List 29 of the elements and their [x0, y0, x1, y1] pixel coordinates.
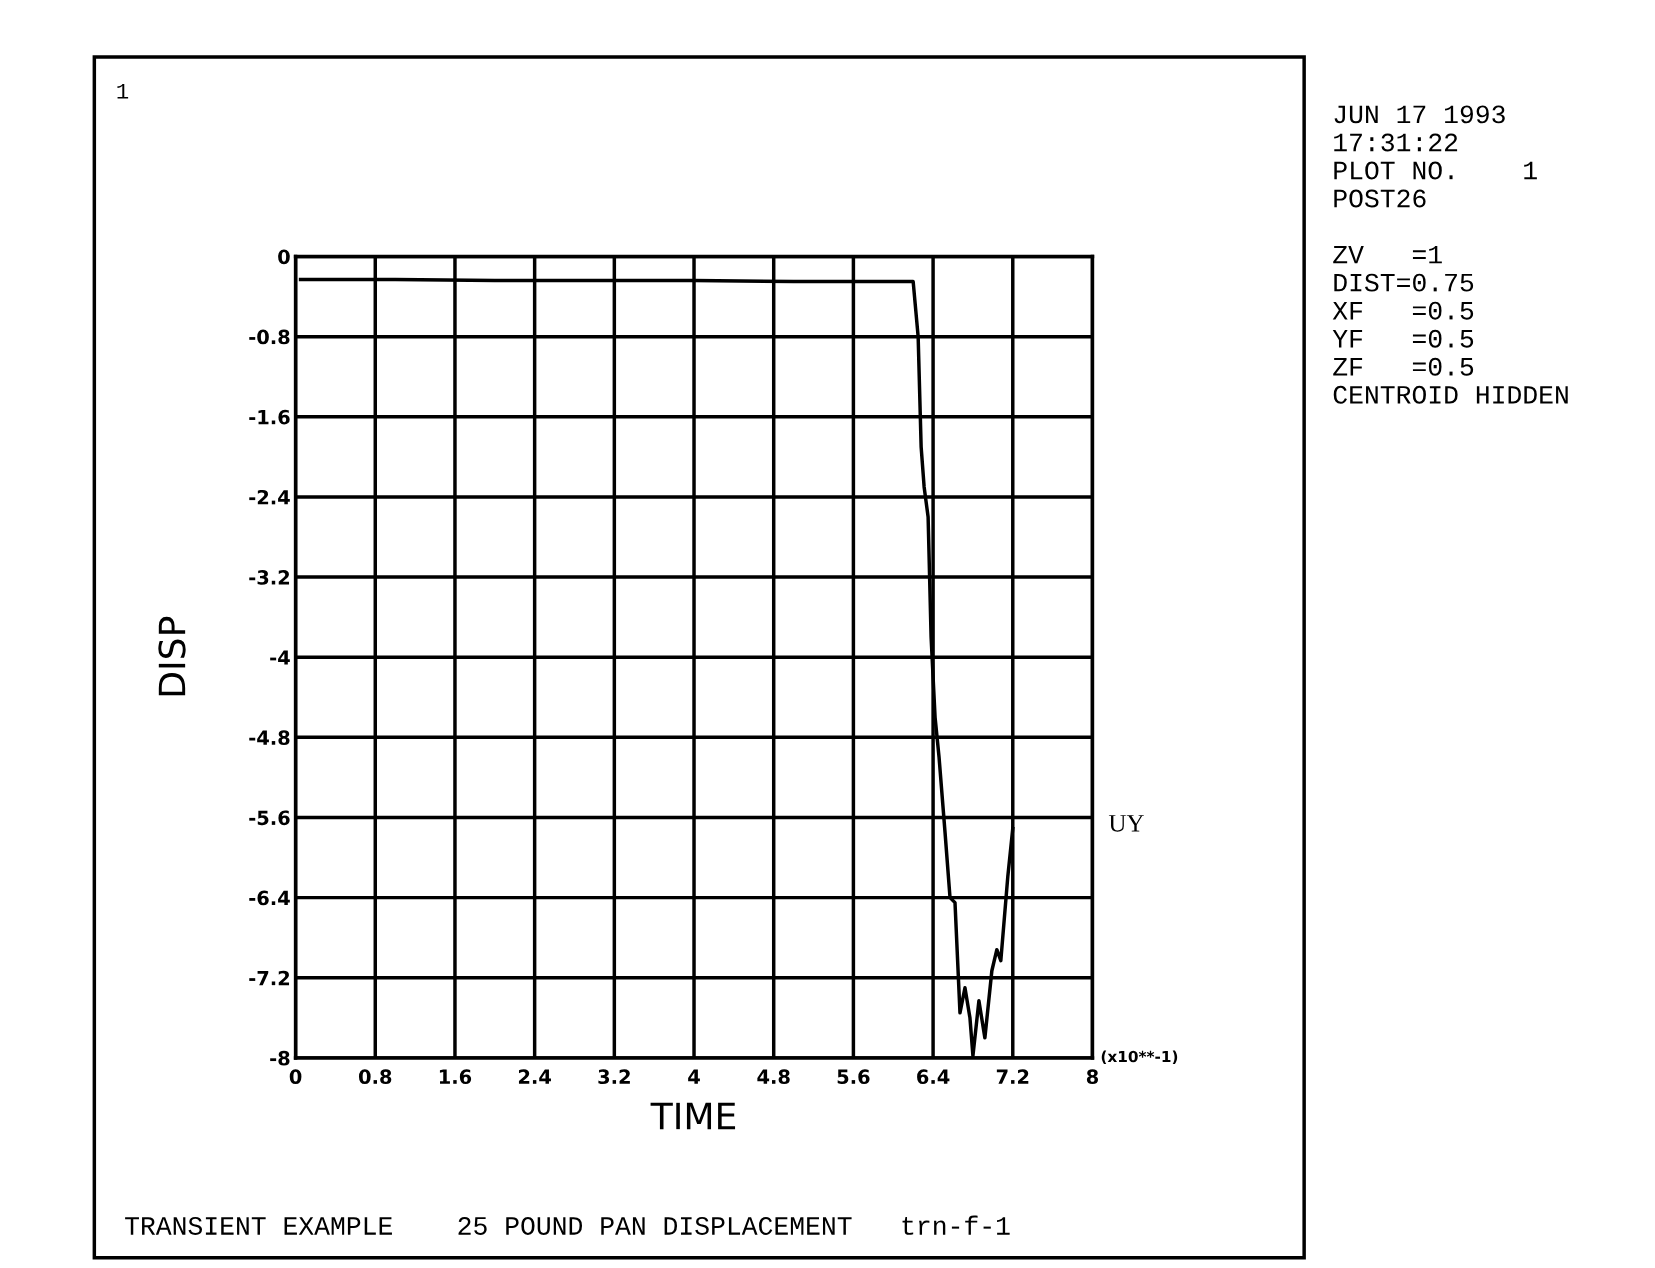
text: 1 [117, 83, 129, 99]
y-tick-label: -2.4 [249, 489, 290, 505]
text: (x10**-1) [1101, 1050, 1178, 1065]
y-tick-label: -7.2 [249, 970, 290, 986]
x-tick-label: 8 [1086, 1069, 1099, 1085]
x-tick-label: 3.2 [598, 1069, 630, 1085]
x-tick-label: 2.4 [518, 1069, 551, 1084]
x-tick-label: 6.4 [917, 1069, 950, 1085]
x-tick-label: 4 [688, 1069, 700, 1084]
y-tick-label: -0.8 [249, 329, 290, 345]
x-tick-label: 5.6 [837, 1069, 870, 1085]
y-tick-label: -1.6 [249, 409, 290, 425]
x-tick-label: 0.8 [358, 1069, 392, 1085]
y-tick-label: -4.8 [249, 730, 290, 746]
y-tick-label: -6.4 [249, 890, 290, 906]
y-tick-label: -3.2 [249, 570, 290, 585]
y-tick-label: -4 [270, 650, 290, 665]
x-tick-label: 1.6 [439, 1069, 472, 1085]
y-tick-label: -8 [270, 1050, 290, 1066]
x-axis-title: TIME [650, 1102, 736, 1130]
text: JUN 17 1993 17:31:22 PLOT NO. 1 POST26 ZV =1 DIST=0.75 XF =0.5 YF =0.5 ZF =0.5 CENTROID HIDDEN [1332, 105, 1568, 404]
y-tick-label: 0 [278, 249, 290, 265]
y-tick-label: -5.6 [249, 810, 290, 826]
x-tick-label: 4.8 [757, 1069, 790, 1085]
text: UY [1108, 815, 1144, 832]
y-axis-title: DISP [158, 616, 186, 696]
text: TRANSIENT EXAMPLE 25 POUND PAN DISPLACEMENT trn-f-1 [125, 1215, 1010, 1235]
x-tick-label: 7.2 [996, 1069, 1029, 1084]
x-tick-label: 0 [289, 1069, 302, 1085]
